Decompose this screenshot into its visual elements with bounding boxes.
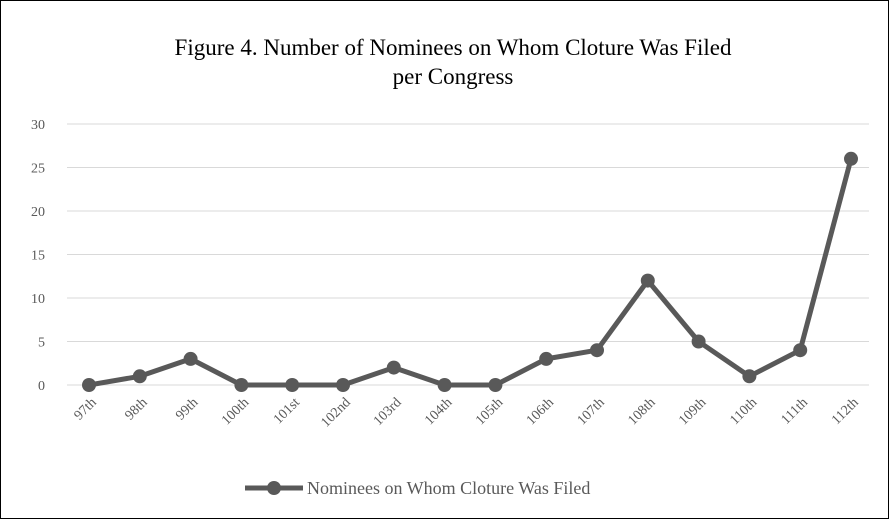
x-tick-label-104th: 104th <box>422 395 455 428</box>
x-tick-label-106th: 106th <box>524 395 557 428</box>
legend-label: Nominees on Whom Cloture Was Filed <box>307 478 590 498</box>
x-tick-label-112th: 112th <box>829 395 862 428</box>
chart-title-line-2: per Congress <box>393 64 514 89</box>
x-tick-label-111th: 111th <box>779 395 811 427</box>
y-tick-label-15: 15 <box>31 249 45 264</box>
y-tick-label-20: 20 <box>31 205 45 220</box>
x-tick-label-100th: 100th <box>219 395 252 428</box>
data-point-106th <box>539 351 554 366</box>
x-tick-label-107th: 107th <box>575 395 608 428</box>
y-tick-label-30: 30 <box>31 118 45 133</box>
x-tick-label-109th: 109th <box>676 395 709 428</box>
chart-title-line-1: Figure 4. Number of Nominees on Whom Clo… <box>175 35 732 60</box>
x-tick-label-110th: 110th <box>727 395 760 428</box>
data-point-100th <box>234 378 249 392</box>
x-tick-label-101st: 101st <box>271 395 303 427</box>
series-line-0 <box>86 156 854 388</box>
data-point-98th <box>132 369 147 384</box>
x-tick-label-98th: 98th <box>122 395 150 423</box>
data-point-111th <box>793 343 808 358</box>
data-point-108th <box>640 273 655 288</box>
y-axis-ticks: 0 5 10 15 20 25 30 <box>31 118 45 394</box>
x-tick-label-102nd: 102nd <box>318 395 353 430</box>
data-point-101st <box>285 378 300 392</box>
x-tick-label-108th: 108th <box>625 395 658 428</box>
y-tick-label-5: 5 <box>38 336 45 351</box>
x-tick-label-103rd: 103rd <box>371 395 405 429</box>
x-tick-label-105th: 105th <box>473 395 506 428</box>
data-point-102nd <box>336 378 350 392</box>
legend-marker <box>267 481 281 495</box>
data-point-112th <box>844 151 858 166</box>
data-point-105th <box>488 378 503 392</box>
x-tick-label-99th: 99th <box>173 395 201 423</box>
data-point-109th <box>691 334 706 349</box>
data-point-103rd <box>386 360 401 375</box>
legend: Nominees on Whom Cloture Was Filed <box>245 478 590 498</box>
series-layer <box>82 151 858 392</box>
data-point-110th <box>742 369 757 384</box>
data-point-99th <box>183 351 198 366</box>
data-point-97th <box>82 378 96 392</box>
y-tick-label-0: 0 <box>38 379 45 394</box>
data-point-104th <box>437 378 452 392</box>
y-tick-label-25: 25 <box>31 162 45 177</box>
x-tick-label-97th: 97th <box>72 395 100 423</box>
data-point-107th <box>590 343 604 358</box>
y-tick-label-10: 10 <box>31 292 45 307</box>
gridlines <box>67 123 869 386</box>
x-axis-ticks: 97th 98th 99th 100th 101st 102nd 103rd 104th 105… <box>72 395 862 430</box>
